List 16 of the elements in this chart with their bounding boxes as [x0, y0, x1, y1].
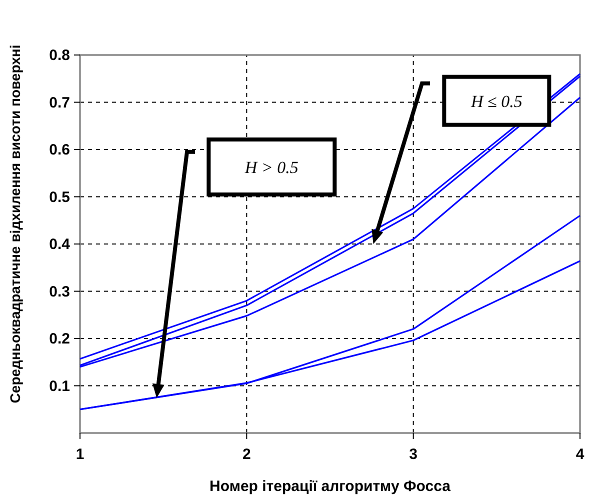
annotation: H ≤ 0.5	[470, 92, 522, 111]
y-tick-label: 0.8	[49, 47, 70, 64]
x-tick-label: 4	[576, 446, 585, 463]
y-tick-label: 0.7	[49, 94, 70, 112]
annotation: H > 0.5	[244, 158, 298, 177]
y-tick-label: 0.1	[49, 378, 70, 395]
x-axis-title: Номер ітерації алгоритму Фосса	[210, 478, 452, 495]
x-tick-label: 3	[409, 446, 418, 463]
y-tick-label: 0.4	[49, 236, 71, 253]
x-tick-label: 2	[242, 446, 251, 463]
y-tick-label: 0.5	[49, 188, 70, 206]
y-tick-label: 0.6	[49, 142, 70, 158]
y-tick-label: 0.3	[49, 283, 70, 300]
y-axis-title: Середньоквадратичне відхилення висоти поверхні	[7, 44, 23, 404]
x-tick-label: 1	[76, 446, 84, 463]
y-tick-label: 0.2	[49, 330, 70, 348]
